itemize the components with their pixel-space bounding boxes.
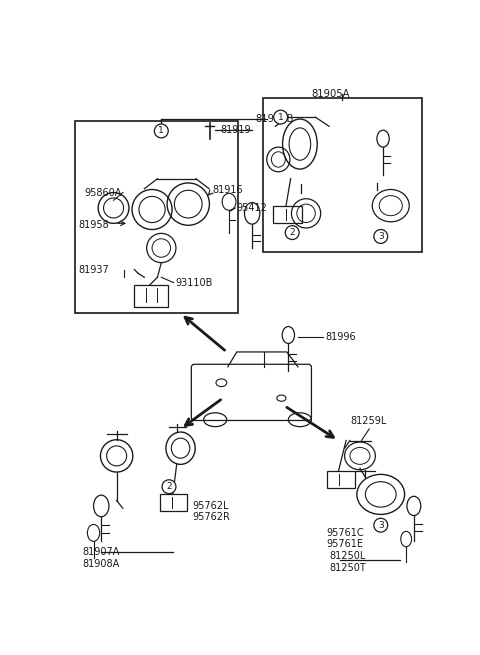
Text: 81937: 81937 — [78, 265, 109, 274]
Text: 81958: 81958 — [78, 220, 109, 230]
Text: 81996: 81996 — [325, 331, 356, 341]
Bar — [327, 472, 355, 488]
Bar — [160, 495, 188, 512]
Circle shape — [285, 226, 299, 240]
Text: 3: 3 — [378, 232, 384, 241]
Text: 95761C: 95761C — [327, 528, 364, 538]
Bar — [134, 285, 168, 307]
Text: 81907A: 81907A — [83, 547, 120, 557]
Text: 81250T: 81250T — [329, 563, 366, 572]
Text: 81919: 81919 — [221, 125, 251, 135]
Text: 81259L: 81259L — [350, 416, 386, 426]
Bar — [263, 98, 421, 252]
Text: 2: 2 — [166, 482, 172, 491]
Circle shape — [155, 124, 168, 138]
Circle shape — [374, 518, 388, 532]
Text: 3: 3 — [378, 521, 384, 530]
Text: 81900B: 81900B — [255, 113, 294, 124]
Text: 81908A: 81908A — [83, 559, 120, 569]
Text: 95860A: 95860A — [84, 187, 121, 198]
Bar — [273, 206, 302, 223]
Text: 1: 1 — [158, 126, 164, 136]
Text: 95762L: 95762L — [192, 501, 228, 511]
Text: 81905A: 81905A — [312, 89, 350, 99]
Text: 95762R: 95762R — [192, 512, 230, 523]
Text: 93110B: 93110B — [175, 278, 213, 288]
Circle shape — [374, 229, 388, 244]
Text: 95761E: 95761E — [327, 540, 364, 550]
Circle shape — [162, 479, 176, 494]
Bar — [75, 121, 238, 314]
Text: 1: 1 — [278, 113, 284, 122]
Circle shape — [274, 110, 288, 124]
Text: 81916: 81916 — [212, 185, 243, 195]
Text: 81250L: 81250L — [329, 551, 366, 561]
Text: 2: 2 — [289, 228, 295, 237]
Text: 95412: 95412 — [237, 203, 268, 213]
